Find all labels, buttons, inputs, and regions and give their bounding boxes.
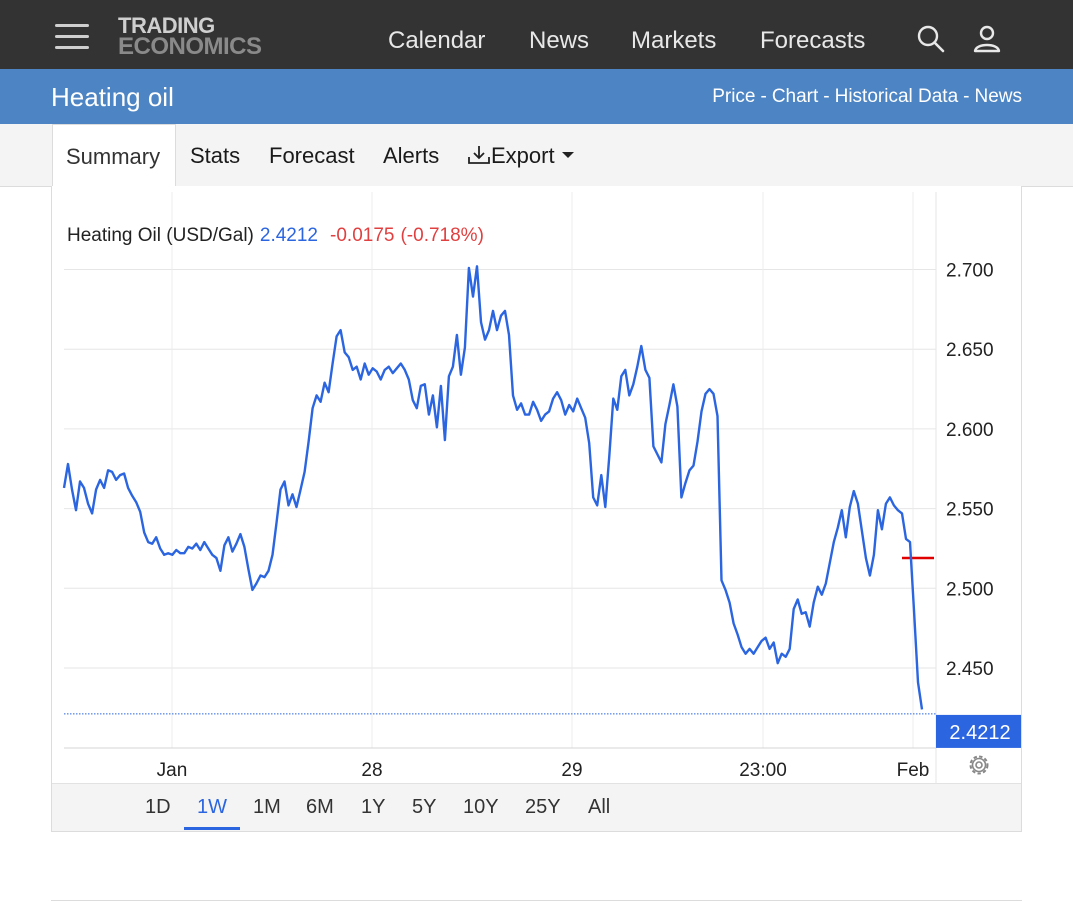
user-icon[interactable]	[972, 24, 1002, 54]
range-10y[interactable]: 10Y	[463, 796, 499, 818]
tab-strip: Summary Stats Forecast Alerts Export	[0, 124, 1073, 188]
breadcrumb-separator: -	[963, 86, 970, 107]
page-title: Heating oil	[51, 82, 174, 112]
last-price-tag-label: 2.4212	[949, 722, 1010, 744]
quote-change: -0.0175	[330, 225, 394, 246]
range-5y[interactable]: 5Y	[412, 796, 437, 818]
breadcrumb-separator: -	[760, 86, 767, 107]
tab-summary[interactable]: Summary	[52, 124, 176, 188]
nav-link-calendar[interactable]: Calendar	[388, 27, 486, 54]
y-tick-label: 2.650	[946, 340, 994, 361]
y-tick-label: 2.550	[946, 500, 994, 521]
y-tick-label: 2.700	[946, 261, 994, 282]
y-tick-label: 2.600	[946, 420, 994, 441]
breadcrumb-separator: -	[823, 86, 830, 107]
tab-export-label: Export	[491, 143, 555, 168]
tab-summary-label: Summary	[66, 144, 161, 169]
menu-icon[interactable]	[55, 24, 89, 50]
caret-down-icon	[561, 152, 574, 158]
breadcrumb-historical-data[interactable]: Historical Data	[834, 86, 959, 107]
logo[interactable]: TRADING ECONOMICS	[118, 13, 262, 60]
price-chart[interactable]: 2.450 2.500 2.550 2.600 2.650 2.700 Jan 28 29 23…	[52, 186, 1021, 783]
quote-price: 2.4212	[260, 225, 318, 246]
x-tick-label: 28	[361, 760, 382, 781]
range-all[interactable]: All	[588, 796, 611, 818]
range-1y[interactable]: 1Y	[361, 796, 386, 818]
x-tick-label: 29	[561, 760, 582, 781]
nav-link-news[interactable]: News	[529, 27, 590, 54]
logo-line-1: TRADING	[118, 13, 215, 38]
title-bar: Heating oil Price - Chart - Historical Data -…	[0, 69, 1073, 124]
breadcrumb: Price - Chart - Historical Data - News	[712, 86, 1022, 108]
y-axis-labels: 2.450 2.500 2.550 2.600 2.650 2.700	[946, 261, 994, 681]
breadcrumb-price[interactable]: Price	[712, 86, 756, 107]
top-navigation: TRADING ECONOMICS Calendar News Markets …	[0, 0, 1073, 69]
range-6m[interactable]: 6M	[306, 796, 334, 818]
range-selector: 1D 1W 1M 6M 1Y 5Y 10Y 25Y All	[52, 783, 1021, 831]
range-25y[interactable]: 25Y	[525, 796, 561, 818]
breadcrumb-news[interactable]: News	[974, 86, 1022, 107]
last-price-tag	[936, 714, 1021, 748]
range-active-indicator	[184, 827, 240, 830]
y-tick-label: 2.450	[946, 659, 994, 680]
tab-stats[interactable]: Stats	[190, 143, 241, 168]
chart-panel: 2.450 2.500 2.550 2.600 2.650 2.700 Jan 28 29 23…	[51, 186, 1022, 832]
series-line	[62, 265, 924, 710]
tab-export[interactable]: Export	[467, 143, 575, 169]
tab-alerts[interactable]: Alerts	[383, 143, 440, 168]
download-icon	[468, 146, 490, 164]
x-tick-label: 23:00	[739, 760, 787, 781]
quote-change-percent: (-0.718%)	[400, 225, 483, 246]
quote-name: Heating Oil (USD/Gal)	[67, 225, 254, 246]
x-tick-label: Feb	[897, 760, 930, 781]
tab-forecast[interactable]: Forecast	[269, 143, 355, 168]
range-1m[interactable]: 1M	[253, 796, 281, 818]
range-1w[interactable]: 1W	[197, 796, 227, 818]
search-icon[interactable]	[916, 24, 946, 54]
breadcrumb-chart[interactable]: Chart	[771, 86, 819, 107]
quote-line: Heating Oil (USD/Gal) 2.4212 -0.0175 (-0.71…	[67, 225, 484, 246]
x-axis-labels: Jan 28 29 23:00 Feb	[157, 760, 930, 781]
x-tick-label: Jan	[157, 760, 188, 781]
gear-icon[interactable]	[969, 755, 989, 775]
y-tick-label: 2.500	[946, 579, 994, 600]
nav-link-markets[interactable]: Markets	[631, 27, 717, 54]
nav-link-forecasts[interactable]: Forecasts	[760, 27, 866, 54]
range-1d[interactable]: 1D	[145, 796, 171, 818]
chart-grid	[64, 192, 936, 748]
logo-line-2: ECONOMICS	[118, 33, 262, 60]
